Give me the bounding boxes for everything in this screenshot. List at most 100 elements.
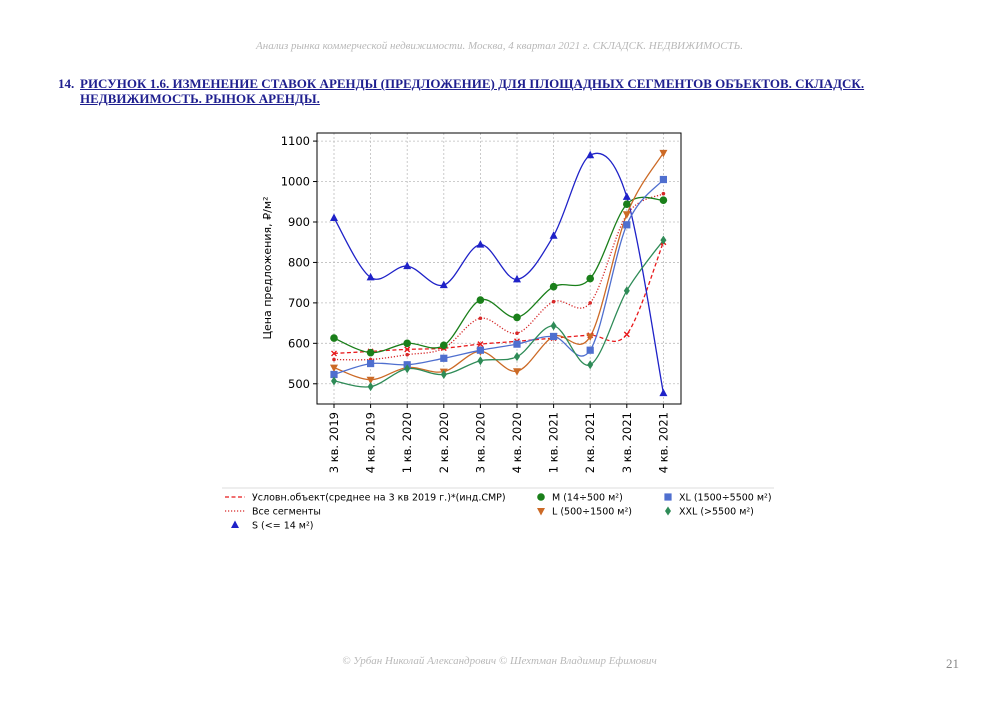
data-point-4	[366, 376, 375, 385]
data-point-6	[331, 376, 337, 386]
data-point-3	[440, 341, 448, 350]
series-line-0	[333, 241, 665, 355]
legend-label-3: M (14÷500 м²)	[552, 493, 623, 504]
data-point-1	[551, 299, 556, 304]
data-point-1	[405, 352, 410, 357]
data-point-5	[586, 346, 594, 354]
data-point-1	[332, 357, 336, 362]
data-point-4	[513, 368, 521, 376]
y-tick-label: 500	[288, 377, 310, 391]
data-point-6	[587, 360, 594, 370]
data-point-3	[330, 334, 338, 342]
series-line-3	[333, 196, 664, 354]
data-point-6	[623, 286, 630, 296]
data-point-1	[661, 191, 666, 196]
page-footer: © Урбан Николай Александрович © Шехтман …	[342, 655, 657, 667]
data-point-4	[622, 211, 631, 219]
y-axis-label: Цена предложения, ₽/м²	[261, 196, 274, 339]
legend-marker-6	[665, 506, 671, 516]
x-tick-label: 4 кв. 2019	[364, 412, 378, 473]
legend-label-6: XXL (>5500 м²)	[679, 507, 754, 518]
data-point-1	[515, 331, 519, 336]
data-point-5	[440, 354, 448, 362]
data-point-6	[477, 356, 484, 366]
data-point-2	[330, 213, 338, 221]
x-tick-label: 2 кв. 2021	[583, 412, 597, 473]
y-axis-ticks: 500 600 700 800 900 1000 1100	[281, 134, 317, 391]
y-tick-label: 600	[288, 336, 310, 350]
data-point-6	[440, 369, 447, 379]
data-point-5	[550, 332, 558, 341]
x-tick-label: 1 кв. 2021	[547, 412, 561, 473]
data-point-0	[331, 350, 337, 357]
data-point-5	[330, 370, 338, 379]
series-lines	[333, 152, 665, 394]
x-tick-label: 2 кв. 2020	[437, 412, 451, 473]
legend-label-2: S (<= 14 м²)	[252, 521, 314, 532]
data-point-3	[586, 274, 594, 283]
data-point-6	[660, 235, 667, 245]
page-number: 21	[946, 656, 959, 671]
data-point-2	[659, 388, 668, 397]
data-point-3	[366, 348, 375, 357]
legend-marker-5	[664, 493, 672, 501]
series-line-4	[333, 152, 664, 381]
data-point-2	[513, 274, 521, 283]
data-point-4	[330, 364, 338, 373]
plot-frame	[316, 132, 682, 405]
series-line-2	[333, 152, 665, 394]
legend-label-0: Условн.объект(среднее на 3 кв 2019 г.)*(…	[252, 493, 506, 504]
legend: Условн.объект(среднее на 3 кв 2019 г.)*(…	[222, 487, 774, 532]
data-point-6	[367, 382, 374, 392]
caption-text: РИСУНОК 1.6. ИЗМЕНЕНИЕ СТАВОК АРЕНДЫ (ПР…	[80, 76, 865, 106]
data-point-4	[659, 149, 668, 158]
data-point-2	[622, 192, 631, 200]
data-point-6	[514, 352, 520, 362]
data-point-3	[403, 339, 412, 348]
caption-number: 14.	[58, 76, 75, 91]
data-point-5	[623, 221, 631, 229]
legend-marker-3	[537, 493, 545, 501]
x-tick-label: 3 кв. 2020	[473, 412, 487, 473]
data-point-3	[549, 282, 558, 291]
data-point-2	[439, 280, 448, 289]
y-tick-label: 900	[288, 215, 310, 229]
y-tick-label: 800	[288, 255, 310, 269]
data-point-5	[659, 175, 667, 184]
data-point-3	[513, 313, 521, 322]
series-line-5	[333, 179, 664, 376]
x-tick-label: 1 кв. 2020	[400, 412, 414, 473]
page-header: Анализ рынка коммерческой недвижимости. …	[256, 40, 743, 52]
x-axis-ticks: 3 кв. 2019 4 кв. 2019 1 кв. 2020 2 кв. 2020…	[327, 404, 670, 473]
y-tick-label: 1000	[281, 175, 310, 189]
data-point-1	[478, 316, 483, 321]
data-point-5	[476, 346, 484, 354]
series-markers	[330, 149, 668, 397]
x-tick-label: 3 кв. 2019	[327, 412, 341, 473]
legend-label-1: Все сегменты	[252, 507, 321, 518]
data-point-3	[476, 296, 485, 304]
data-point-2	[403, 261, 412, 270]
figure-caption: 14. РИСУНОК 1.6. ИЗМЕНЕНИЕ СТАВОК АРЕНДЫ…	[58, 76, 958, 106]
data-point-2	[476, 240, 485, 248]
data-point-3	[659, 196, 668, 204]
data-point-5	[367, 359, 375, 368]
data-point-0	[623, 331, 630, 338]
legend-label-4: L (500÷1500 м²)	[552, 507, 632, 518]
x-tick-label: 4 кв. 2021	[656, 412, 670, 473]
data-point-0	[404, 346, 411, 353]
data-point-6	[550, 321, 557, 331]
data-point-3	[623, 200, 631, 208]
y-tick-label: 1100	[281, 134, 310, 148]
legend-marker-2	[231, 520, 239, 528]
data-point-1	[588, 301, 592, 305]
x-tick-label: 3 кв. 2021	[620, 412, 634, 473]
data-point-5	[513, 340, 521, 348]
y-tick-label: 700	[288, 296, 310, 310]
data-point-2	[366, 272, 375, 281]
x-tick-label: 4 кв. 2020	[510, 412, 524, 473]
data-point-2	[549, 231, 558, 239]
data-point-6	[404, 364, 411, 374]
legend-label-5: XL (1500÷5500 м²)	[679, 493, 772, 504]
